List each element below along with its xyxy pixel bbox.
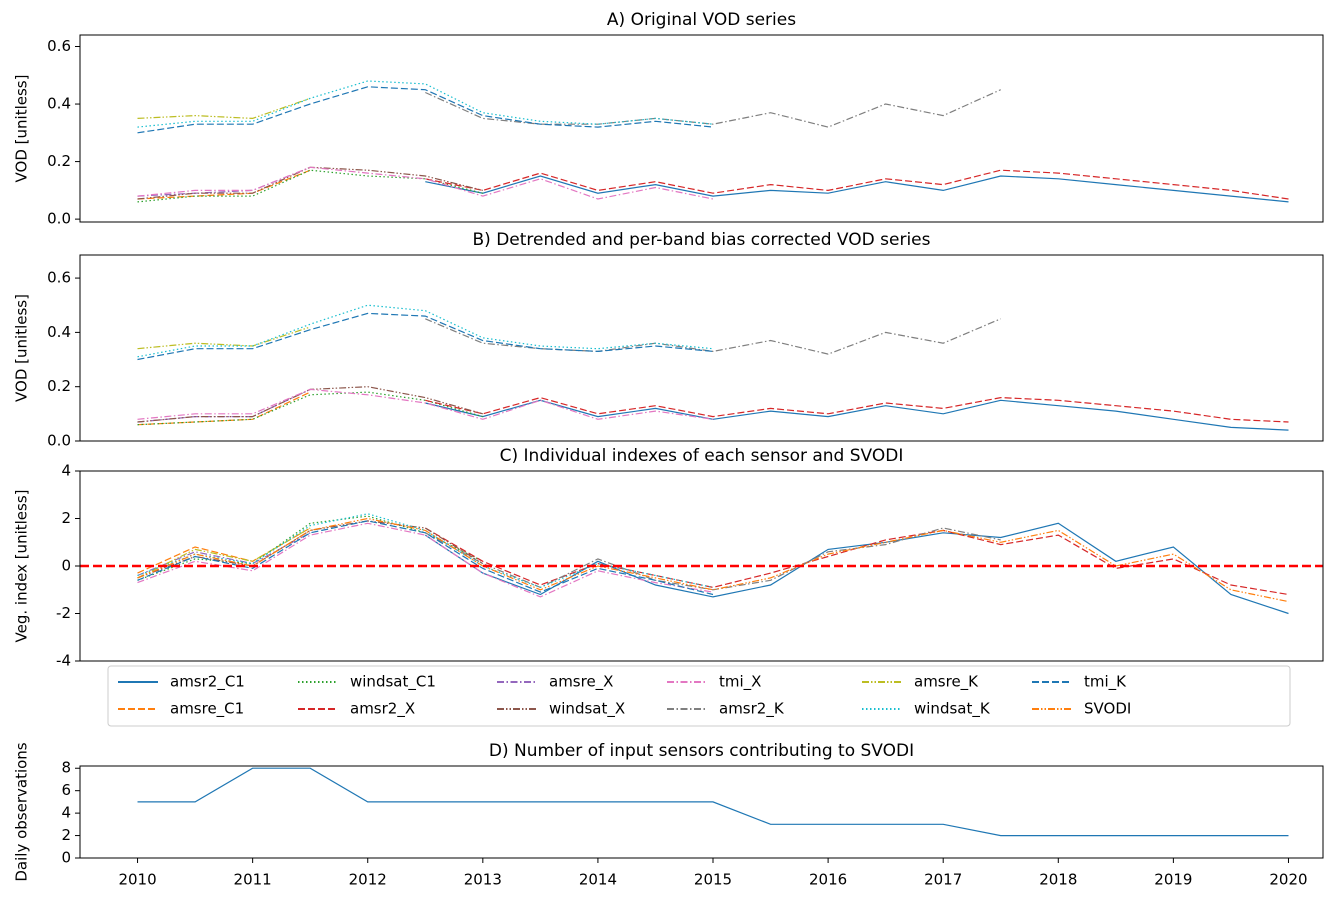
x-tick-label: 2018 [1039, 871, 1077, 889]
legend-label: amsr2_X [350, 700, 415, 719]
y-axis-label: VOD [unitless] [13, 75, 31, 183]
y-tick-label: 8 [61, 759, 71, 777]
chart-title: C) Individual indexes of each sensor and… [500, 446, 904, 466]
series-line [425, 89, 1001, 128]
plot-frame [79, 34, 1324, 223]
series-line [137, 522, 714, 598]
x-tick-label: 2012 [349, 871, 387, 889]
plot-frame [79, 254, 1324, 442]
series-line [137, 169, 483, 203]
plot-area [137, 304, 1289, 431]
legend-label: SVODI [1084, 700, 1131, 718]
series-line [137, 513, 714, 589]
legend-label: tmi_X [719, 673, 761, 692]
series-line [137, 86, 714, 134]
y-axis-label: VOD [unitless] [13, 294, 31, 402]
legend-label: amsr2_C1 [170, 673, 245, 692]
y-tick-label: 0.2 [47, 377, 71, 395]
legend-label: amsr2_K [719, 700, 785, 719]
series-line [137, 515, 484, 581]
y-tick-label: 4 [61, 462, 71, 480]
series-line [137, 166, 714, 200]
y-tick-label: 2 [61, 826, 71, 844]
y-tick-label: 0.0 [47, 432, 71, 450]
x-tick-label: 2014 [579, 871, 617, 889]
plot-area [137, 513, 1289, 615]
series-line [137, 767, 1289, 837]
series-line [137, 391, 483, 426]
y-tick-label: 0 [61, 849, 71, 867]
series-line [137, 520, 714, 596]
x-tick-label: 2020 [1269, 871, 1307, 889]
y-tick-label: 2 [61, 509, 71, 527]
y-tick-label: 6 [61, 781, 71, 799]
legend-label: windsat_C1 [350, 673, 436, 692]
series-line [137, 304, 714, 358]
x-tick-label: 2010 [118, 871, 156, 889]
series-line [425, 399, 1289, 431]
series-line [137, 166, 311, 197]
series-line [137, 80, 714, 128]
legend-label: windsat_X [549, 700, 625, 719]
legend-label: amsre_C1 [170, 700, 244, 719]
y-tick-label: -4 [56, 652, 71, 670]
y-tick-label: 0 [61, 557, 71, 575]
chart-title: A) Original VOD series [607, 10, 796, 30]
legend-label: windsat_K [914, 700, 991, 719]
plot-area [137, 80, 1289, 203]
series-line [137, 169, 311, 200]
series-line [425, 396, 1289, 423]
plot-frame [79, 470, 1324, 662]
y-tick-label: 0.2 [47, 152, 71, 170]
series-line [137, 97, 311, 120]
series-line [137, 312, 714, 361]
plot-frame [79, 765, 1324, 859]
chart-title: B) Detrended and per-band bias corrected… [473, 230, 931, 250]
series-line [425, 169, 1289, 200]
y-tick-label: 0.6 [47, 37, 71, 55]
y-tick-label: -2 [56, 604, 71, 622]
chart-title: D) Number of input sensors contributing … [489, 741, 914, 761]
x-tick-label: 2019 [1154, 871, 1192, 889]
series-line [137, 391, 311, 426]
series-line [137, 527, 311, 579]
series-line [137, 326, 311, 350]
series-line [137, 527, 311, 574]
series-line [424, 522, 1289, 615]
x-tick-label: 2011 [234, 871, 272, 889]
y-tick-label: 4 [61, 804, 71, 822]
y-tick-label: 0.6 [47, 269, 71, 287]
x-tick-label: 2016 [809, 871, 847, 889]
y-axis-label: Veg. index [unitless] [13, 490, 31, 643]
x-tick-label: 2015 [694, 871, 732, 889]
legend-box [107, 665, 1291, 727]
series-line [425, 318, 1001, 355]
legend-label: tmi_K [1084, 673, 1127, 692]
legend-label: amsre_K [914, 673, 979, 692]
y-tick-label: 0.4 [47, 323, 71, 341]
y-axis-label: Daily observations [13, 742, 31, 881]
series-line [424, 527, 1289, 596]
plot-area [137, 767, 1289, 837]
y-tick-label: 0.4 [47, 95, 71, 113]
series-line [425, 527, 1001, 591]
x-tick-label: 2013 [464, 871, 502, 889]
series-line [425, 175, 1289, 203]
series-line [137, 388, 714, 420]
series-line [137, 517, 1289, 603]
legend-label: amsre_X [549, 673, 613, 692]
x-tick-label: 2017 [924, 871, 962, 889]
y-tick-label: 0.0 [47, 210, 71, 228]
